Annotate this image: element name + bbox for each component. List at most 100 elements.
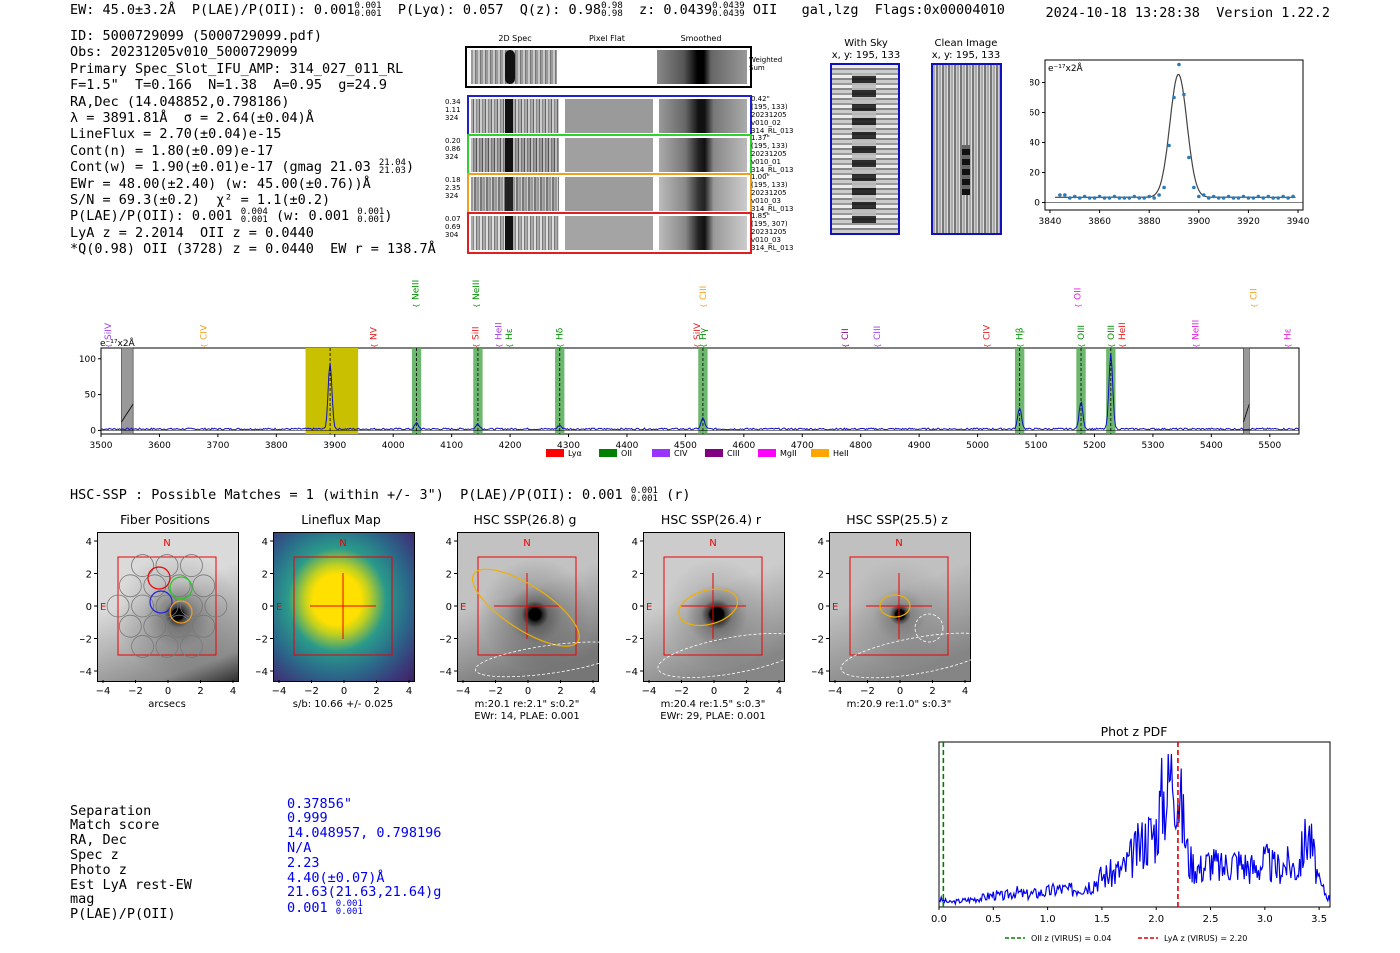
spectrum-line-label: HeII [494, 322, 504, 340]
cutout-search-box [663, 556, 763, 656]
weighted-sum-label: Weighted Sum [749, 56, 783, 72]
cutout-xtick-label: 2 [743, 686, 749, 697]
spectrum-xtick-label: 3900 [323, 441, 346, 451]
east-label: E [276, 602, 282, 613]
info-fiber: F=1.5" T=0.166 N=1.38 A=0.95 g=24.9 [70, 77, 387, 94]
fit-data-point [1276, 196, 1280, 200]
spectrum-line-bracket: { [700, 304, 708, 308]
photz-legend: OII z (VIRUS) = 0.04 LyA z (VIRUS) = 2.20 [1005, 934, 1247, 943]
fit-data-point [1261, 196, 1266, 200]
photz-curve [938, 753, 1331, 907]
cutout-search-box [293, 556, 393, 656]
spectrum-line-bracket: { [983, 344, 991, 348]
spectrum-xtick-label: 4900 [908, 441, 931, 451]
spectrum-ytick-label: 100 [79, 355, 96, 365]
cutout-panels: Fiber Positions N E −4 −2 0 2 4 4 2 0 −2 −4 arcsecs Li… [60, 512, 982, 727]
spectrum-line-bracket: { [495, 344, 503, 348]
north-label: N [709, 538, 716, 549]
fit-data-point [1107, 196, 1112, 200]
version: Version 1.22.2 [1216, 5, 1330, 21]
cutout-overlay: N E −4 −2 0 2 4 4 2 0 −2 −4 m:20.4 re:1.5" s:0.3"EWr… [626, 537, 796, 722]
fiber-circle [131, 635, 154, 658]
spectrum-legend: Lyα OII CIV CIII MgII HeII [546, 449, 849, 458]
photz-xtick-label: 3.5 [1311, 914, 1327, 925]
fit-xtick-label: 3900 [1187, 217, 1210, 227]
match-score-value: 0.999 [287, 810, 328, 827]
plya: P(Lyα): 0.057 [397, 2, 504, 18]
match-summary-labels: Separation Match score RA, Dec Spec z Photo … [70, 802, 192, 923]
cutout-panel: Fiber Positions N E −4 −2 0 2 4 4 2 0 −2 −4 arcsecs [80, 512, 250, 727]
fit-data-point [1197, 194, 1201, 199]
cutout-image [643, 532, 785, 682]
spectrum-xtick-label: 3500 [90, 441, 113, 451]
fit-data-point [1241, 194, 1246, 199]
spectrum-line-label: OIII [1107, 325, 1117, 340]
stamp-row-1-frame [467, 95, 752, 137]
fit-data-point [1192, 185, 1196, 190]
spectrum-xtick-label: 4400 [615, 441, 638, 451]
fiber-circle-blue [149, 590, 173, 614]
cutout-caption: arcsecs [148, 699, 186, 710]
spectrum-line-label: HeII [1118, 322, 1128, 340]
header-2d-spec: 2D Spec [498, 34, 532, 43]
info-ewr: EWr = 48.00(±2.40) (w: 45.00(±0.76))Å [70, 175, 371, 192]
cutout-xtick-label: −4 [96, 686, 111, 697]
cutout-ytick-label: 2 [818, 570, 824, 581]
cutout-panel: Lineflux Map N E −4 −2 0 2 4 4 2 0 −2 −4 s/b: 10.66 +… [256, 512, 426, 727]
cutout-ytick-label: −4 [256, 667, 268, 678]
legend-label: MgII [780, 449, 797, 458]
cutout-ytick-label: −4 [626, 667, 638, 678]
spectrum-line-bracket: { [412, 304, 420, 308]
spectrum-line-bracket: { [842, 344, 850, 348]
spectrum-xtick-label: 4500 [674, 441, 697, 451]
fit-xtick-label: 3860 [1088, 217, 1111, 227]
fit-ylabel: e⁻¹⁷x2Å [1048, 62, 1084, 74]
fit-data-point [1172, 95, 1176, 100]
cutout-overlay: N E −4 −2 0 2 4 4 2 0 −2 −4 m:20.9 re:1.0" s:0.3" [812, 537, 982, 710]
cutout-ytick-label: 0 [446, 602, 452, 613]
fit-y-ticks: 0 20 40 60 80 [1030, 79, 1045, 209]
spectrum-line-bracket: { [370, 344, 378, 348]
fiber-circle [131, 594, 154, 618]
spectrum-xtick-label: 4800 [849, 441, 872, 451]
full-spectrum-plot: SiIV{CIV{NV{NeIII{SiII{HeII{Hε{NeIII{Hδ{… [79, 280, 1300, 458]
ew-plae: EW: 45.0±3.2Å P(LAE)/P(OII): 0.001 [70, 2, 355, 18]
photz-axes-frame [938, 741, 1331, 908]
cutout-caption: m:20.9 re:1.0" s:0.3" [847, 699, 952, 710]
cutout-title: Lineflux Map [301, 512, 381, 527]
spectrum-line-label: Hε [1283, 328, 1293, 340]
qz: Q(z): 0.98 [519, 2, 602, 18]
fit-data-point [1072, 194, 1077, 199]
info-contw: Cont(w) = 1.90(±0.01)e-17 (gmag 21.03 21… [70, 158, 415, 177]
fit-data [1045, 62, 1303, 203]
photz-title: Phot z PDF [1100, 724, 1168, 739]
info-contn: Cont(n) = 1.80(±0.09)e-17 [70, 142, 274, 159]
cutout-ytick-label: 2 [86, 570, 92, 581]
spectrum-line-label: OIII [1077, 325, 1087, 340]
hsc-aperture-ellipse [678, 588, 739, 627]
fiber-circle [106, 594, 130, 618]
hsc-aperture-ellipse [879, 594, 911, 618]
fiber-circle [167, 614, 191, 638]
mag-value: 21.63(21.63,21.64)g [287, 884, 442, 901]
spectrum-masked-hatch [1243, 403, 1250, 423]
spectrum-line-bracket: { [700, 344, 708, 348]
spectrum-ytick-label: 0 [90, 426, 96, 436]
spectrum-line-label: CIII [873, 326, 883, 340]
spectrum-x-ticks: 3500 3600 3700 3800 3900 4000 4100 4200 4300 4400… [90, 434, 1282, 451]
weighted-smoothed [657, 50, 747, 84]
fit-data-point [1127, 196, 1132, 200]
cutout-ytick-label: 2 [632, 570, 638, 581]
fit-data-point [1256, 194, 1261, 199]
legend-swatch [758, 449, 776, 457]
cutout-ytick-label: −4 [80, 667, 92, 678]
spectrum-bands [121, 347, 1250, 435]
header-smoothed: Smoothed [680, 34, 722, 43]
cutout-ytick-label: −2 [626, 635, 638, 646]
radec-value: 14.048957, 0.798196 [287, 825, 442, 842]
info-lya: LyA z = 2.2014 OII z = 0.0440 [70, 224, 314, 241]
plae-sup-sub: 0.001 0.001 [354, 1, 382, 19]
fiber-circle [155, 554, 179, 577]
spectrum-line-label: Hδ [556, 327, 566, 340]
cutout-xtick-label: −4 [456, 686, 471, 697]
